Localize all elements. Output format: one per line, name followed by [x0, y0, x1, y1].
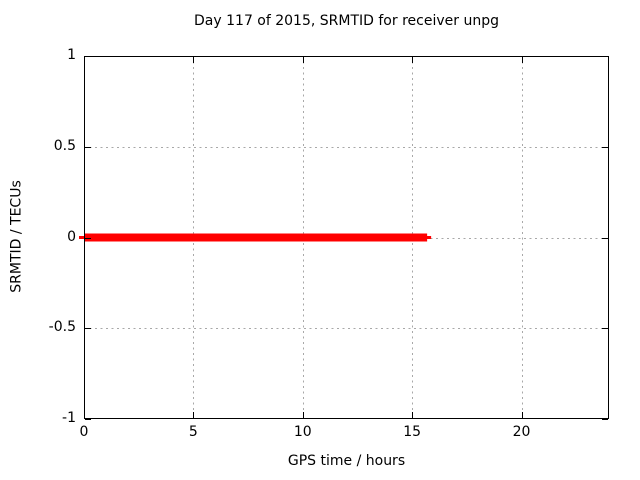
plot-area: [79, 56, 609, 420]
chart-title: Day 117 of 2015, SRMTID for receiver unp…: [194, 13, 499, 29]
y-axis-title: SRMTID / TECUs: [8, 180, 25, 293]
x-tick-label: 10: [293, 424, 312, 440]
x-axis-title: GPS time / hours: [287, 453, 406, 469]
y-tick-label: 0.5: [53, 137, 76, 154]
x-tick-label: 15: [403, 424, 422, 440]
y-tick-label: 0: [67, 228, 76, 245]
x-tick-label: 0: [79, 424, 89, 440]
y-tick-label: 1: [67, 47, 76, 63]
y-tick-label: -0.5: [48, 319, 76, 336]
x-tick-label: 5: [188, 424, 198, 440]
axes-border: [84, 56, 609, 420]
y-tick-label: -1: [62, 410, 76, 426]
plot-border: [84, 56, 609, 419]
x-tick-label: 20: [512, 424, 531, 440]
